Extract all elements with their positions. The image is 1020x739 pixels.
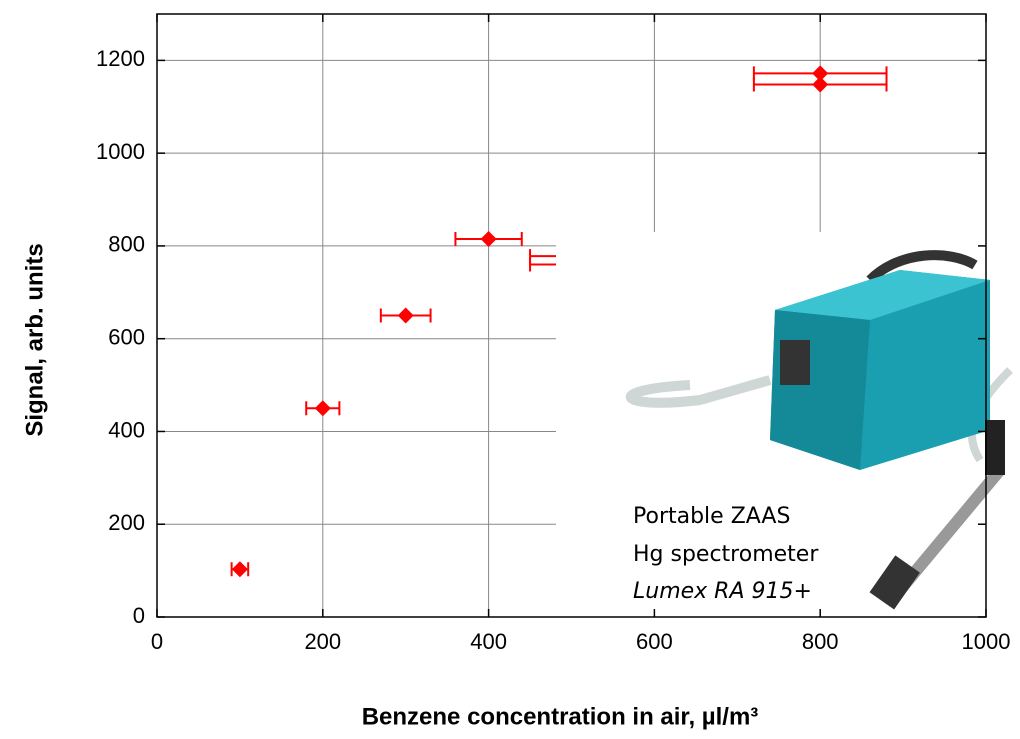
x-tick-label: 800: [802, 629, 839, 654]
data-point: [812, 76, 829, 93]
x-tick-label: 600: [636, 629, 673, 654]
y-tick-label: 600: [108, 325, 145, 350]
plot-frame: [156, 13, 987, 618]
inset-photo: Portable ZAAS Hg spectrometer Lumex RA 9…: [556, 232, 1013, 610]
annotation: Lumex RA 915+: [633, 579, 812, 604]
data-point: [480, 230, 497, 247]
y-tick-label: 800: [108, 232, 145, 257]
strap: [866, 250, 978, 284]
data-point: [812, 65, 829, 82]
probe-handle: [985, 420, 1005, 475]
annotation: Hg spectrometer: [633, 542, 819, 567]
device-port: [780, 340, 810, 385]
data-point: [397, 307, 414, 324]
y-tick-label: 0: [133, 603, 145, 628]
x-tick-label: 0: [151, 629, 163, 654]
y-tick-label: 200: [108, 510, 145, 535]
y-tick-label: 400: [108, 417, 145, 442]
y-tick-label: 1000: [96, 139, 145, 164]
y-tick-label: 1200: [96, 46, 145, 71]
y-axis-title: Signal, arb. units: [21, 243, 48, 436]
data-point: [314, 400, 331, 417]
x-tick-label: 1000: [962, 629, 1011, 654]
probe-tip: [869, 555, 920, 610]
x-axis-title: Benzene concentration in air, µl/m³: [362, 703, 759, 730]
x-tick-label: 400: [470, 629, 507, 654]
device-top: [775, 270, 990, 320]
x-tick-label: 200: [304, 629, 341, 654]
annotation: Portable ZAAS: [633, 504, 790, 529]
hose: [625, 375, 772, 408]
probe: [895, 466, 1005, 594]
data-point: [231, 561, 248, 578]
